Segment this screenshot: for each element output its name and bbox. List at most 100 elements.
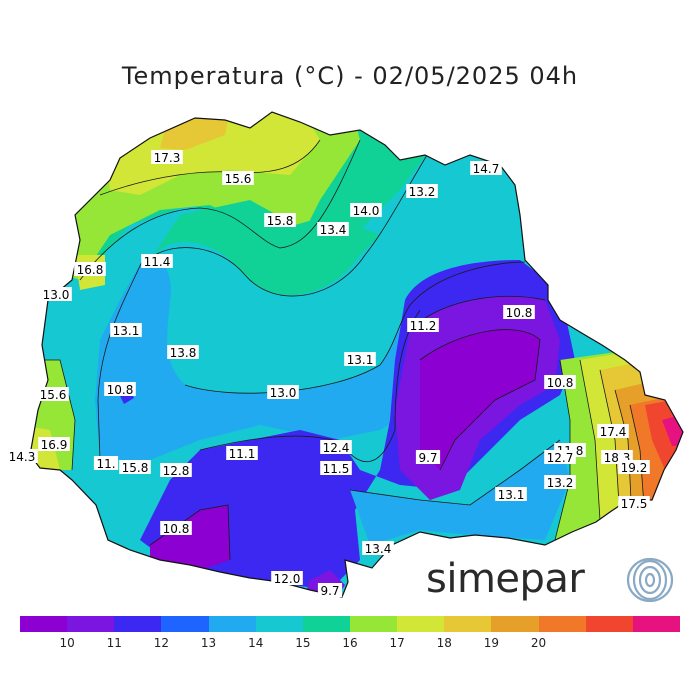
value-label: 17.5 [618,496,650,511]
value-label-text: 13.4 [320,223,347,237]
color-scale-segment [302,616,350,632]
value-label: 10.8 [544,375,576,390]
value-label-text: 15.6 [225,172,252,186]
value-label-text: 9.7 [320,584,339,598]
value-label: 13.4 [317,222,349,237]
color-scale-segment [67,616,115,632]
value-label-text: 14.3 [9,450,36,464]
value-label: 15.8 [264,213,296,228]
value-label-text: 11.2 [410,319,437,333]
value-label: 9.7 [317,583,343,598]
value-label: 10.8 [503,305,535,320]
value-label: 12.4 [320,440,352,455]
color-scale-tick-label: 10 [59,636,75,650]
value-label-text: 10.8 [506,306,533,320]
color-scale-tick-label: 14 [248,636,264,650]
color-scale-segment [161,616,209,632]
color-scale-segment [349,616,398,632]
value-label: 10.8 [104,382,136,397]
value-label: 13.0 [267,385,299,400]
value-label-text: 15.8 [267,214,294,228]
simepar-logo: simepar [426,556,676,606]
color-scale-segment [208,616,256,632]
value-label: 11.5 [320,461,352,476]
value-label: 16.8 [74,262,106,277]
value-label-text: 14.7 [473,162,500,176]
value-label-text: 12.7 [547,451,574,465]
value-label-text: 10.8 [547,376,574,390]
value-label: 12.8 [160,463,192,478]
value-label: 17.4 [597,424,629,439]
value-label-text: 13.2 [409,185,436,199]
value-label: 11. [93,456,119,471]
logo-text: simepar [426,556,585,602]
color-scale-tick-label: 17 [389,636,405,650]
value-label: 16.9 [38,437,70,452]
value-label: 13.4 [362,541,394,556]
value-labels: 17.3 15.6 14.7 13.2 14.0 15.8 13.4 16.8 11.4 13.0… [6,150,650,598]
value-label: 17.3 [151,150,183,165]
value-label: 15.8 [119,460,151,475]
color-scale-tick-label: 16 [342,636,358,650]
value-label-text: 17.4 [600,425,627,439]
color-scale-segment [538,616,586,632]
value-label: 13.2 [544,475,576,490]
value-label-text: 13.0 [270,386,297,400]
value-label: 12.0 [271,571,303,586]
value-label-text: 16.8 [77,263,104,277]
color-scale-tick-label: 12 [153,636,170,650]
value-label-text: 13.8 [170,346,197,360]
value-label-text: 19.2 [621,461,648,475]
value-label: 9.7 [415,450,441,465]
value-label: 11.2 [407,318,439,333]
color-scale-tick-label: 18 [436,636,452,650]
value-label: 14.3 [6,449,38,464]
value-label-text: 10.8 [163,522,190,536]
color-scale-tick-label: 20 [530,636,547,650]
value-label: 11.1 [226,446,258,461]
value-label: 15.6 [222,171,254,186]
value-label-text: 15.8 [122,461,149,475]
value-label-text: 12.4 [323,441,350,455]
value-label-text: 11.5 [323,462,350,476]
value-label: 10.8 [160,521,192,536]
value-label-text: 12.8 [163,464,190,478]
color-scale-tick-label: 19 [483,636,500,650]
value-label: 14.0 [350,203,382,218]
color-scale-tick-label: 11 [106,636,122,650]
value-label-text: 15.6 [40,388,67,402]
value-label: 13.8 [167,345,199,360]
value-label-text: 11. [96,457,115,471]
value-label: 14.7 [470,161,502,176]
value-label: 13.2 [406,184,438,199]
map-title: Temperatura (°C) - 02/05/2025 04h [121,62,579,90]
value-label-text: 13.4 [365,542,392,556]
value-label-text: 11.4 [144,255,171,269]
value-label-text: 11.1 [229,447,256,461]
color-scale-segment [585,616,633,632]
value-label-text: 14.0 [353,204,380,218]
concentric-rings-icon [626,558,674,602]
value-label-text: 17.5 [621,497,648,511]
value-label-text: 16.9 [41,438,68,452]
value-label-text: 13.2 [547,476,574,490]
value-label: 13.1 [495,487,527,502]
value-label-text: 17.3 [154,151,181,165]
value-label-text: 10.8 [107,383,134,397]
value-label: 11.4 [141,254,173,269]
value-label-text: 13.0 [43,288,70,302]
value-label-text: 9.7 [418,451,437,465]
value-label: 13.1 [110,323,142,338]
value-label: 13.1 [344,352,376,367]
color-scale-segment [632,616,680,632]
color-scale-tick-label: 15 [295,636,311,650]
value-label-text: 13.1 [113,324,140,338]
color-scale-segment [114,616,162,632]
value-label: 15.6 [37,387,69,402]
color-scale-segment [20,616,68,632]
value-label: 12.7 [544,450,576,465]
value-label: 13.0 [40,287,72,302]
color-scale-bar [20,616,680,632]
value-label-text: 12.0 [274,572,301,586]
